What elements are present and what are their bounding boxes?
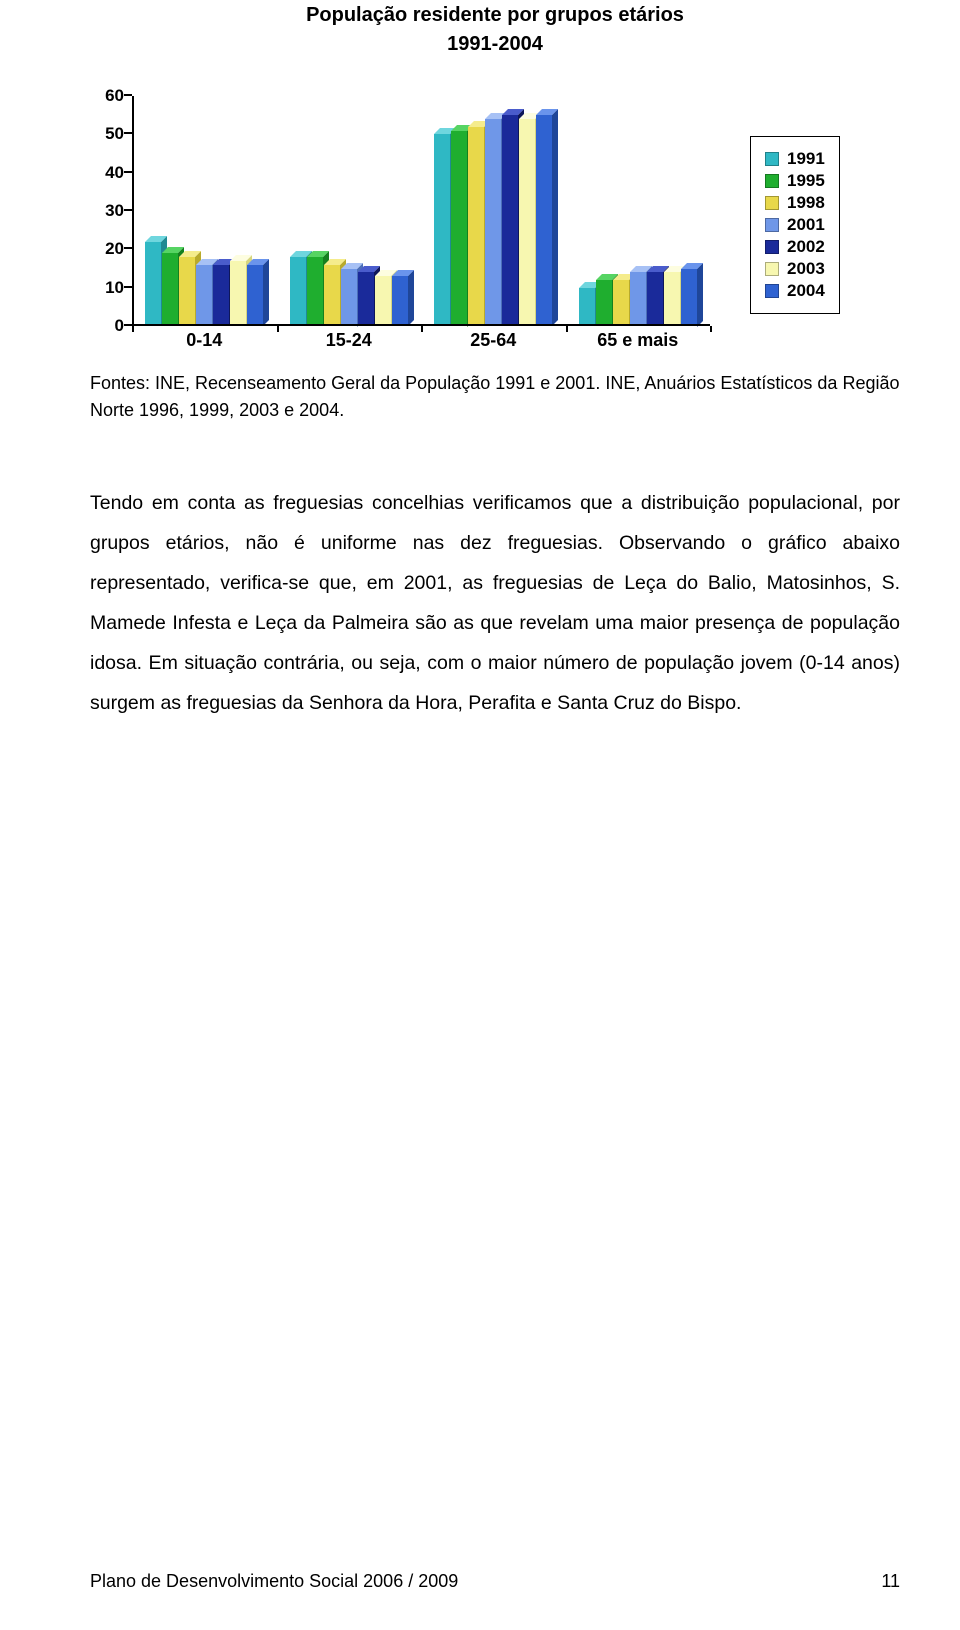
- bar-group: [566, 96, 711, 326]
- source-text: Fontes: INE, Recenseamento Geral da Popu…: [90, 370, 900, 424]
- footer-page-number: 11: [881, 1571, 900, 1592]
- bar: [468, 127, 484, 326]
- bar: [196, 265, 212, 326]
- chart-title: População residente por grupos etários: [90, 4, 900, 27]
- y-tick-mark: [124, 286, 132, 288]
- legend-label: 2004: [787, 281, 825, 301]
- bar: [392, 276, 408, 326]
- legend-label: 2001: [787, 215, 825, 235]
- chart-row: 0102030405060 0-1415-2425-6465 e mais 19…: [90, 96, 900, 356]
- bar: [358, 272, 374, 326]
- y-tick-mark: [124, 132, 132, 134]
- bar: [664, 272, 680, 326]
- bar: [681, 269, 697, 327]
- legend-swatch: [765, 174, 779, 188]
- chart-subtitle: 1991-2004: [90, 33, 900, 56]
- plot-area: [132, 96, 710, 326]
- legend-label: 2003: [787, 259, 825, 279]
- bar: [485, 119, 501, 326]
- y-tick-label: 40: [90, 163, 130, 183]
- legend-item: 1991: [765, 149, 825, 169]
- legend-swatch: [765, 240, 779, 254]
- bar-group: [421, 96, 566, 326]
- y-tick-mark: [124, 171, 132, 173]
- bar: [324, 265, 340, 326]
- bar: [502, 115, 518, 326]
- legend-swatch: [765, 262, 779, 276]
- bar: [307, 257, 323, 326]
- x-axis-label: 15-24: [277, 326, 422, 356]
- legend-item: 2002: [765, 237, 825, 257]
- bar: [596, 280, 612, 326]
- legend-label: 2002: [787, 237, 825, 257]
- legend-swatch: [765, 152, 779, 166]
- legend-label: 1998: [787, 193, 825, 213]
- legend: 1991199519982001200220032004: [750, 136, 840, 314]
- bar: [290, 257, 306, 326]
- y-tick-label: 30: [90, 201, 130, 221]
- legend-label: 1991: [787, 149, 825, 169]
- bar: [536, 115, 552, 326]
- y-tick-mark: [124, 209, 132, 211]
- bar: [162, 253, 178, 326]
- bar: [230, 261, 246, 326]
- bar: [451, 131, 467, 327]
- x-axis-label: 0-14: [132, 326, 277, 356]
- bar: [179, 257, 195, 326]
- y-tick-mark: [124, 324, 132, 326]
- y-tick-mark: [124, 94, 132, 96]
- bar: [341, 269, 357, 327]
- bar-group: [277, 96, 422, 326]
- y-axis: [132, 96, 134, 326]
- bar: [579, 288, 595, 326]
- legend-swatch: [765, 284, 779, 298]
- legend-item: 2003: [765, 259, 825, 279]
- y-tick-label: 10: [90, 278, 130, 298]
- bar: [630, 272, 646, 326]
- footer-left: Plano de Desenvolvimento Social 2006 / 2…: [90, 1571, 458, 1592]
- x-axis-label: 65 e mais: [566, 326, 711, 356]
- y-tick-mark: [124, 247, 132, 249]
- y-tick-label: 0: [90, 316, 130, 336]
- bar: [613, 280, 629, 326]
- body-paragraph: Tendo em conta as freguesias concelhias …: [90, 484, 900, 724]
- bar: [434, 134, 450, 326]
- chart-box: 0102030405060 0-1415-2425-6465 e mais: [90, 96, 710, 356]
- bar: [375, 276, 391, 326]
- bar: [647, 272, 663, 326]
- legend-swatch: [765, 218, 779, 232]
- bar: [247, 265, 263, 326]
- y-tick-label: 60: [90, 86, 130, 106]
- bar: [213, 265, 229, 326]
- legend-label: 1995: [787, 171, 825, 191]
- legend-swatch: [765, 196, 779, 210]
- bar: [145, 242, 161, 326]
- legend-item: 1995: [765, 171, 825, 191]
- y-tick-label: 20: [90, 239, 130, 259]
- x-axis-label: 25-64: [421, 326, 566, 356]
- legend-item: 2004: [765, 281, 825, 301]
- page-footer: Plano de Desenvolvimento Social 2006 / 2…: [90, 1571, 900, 1592]
- bar-group: [132, 96, 277, 326]
- legend-item: 1998: [765, 193, 825, 213]
- y-tick-label: 50: [90, 124, 130, 144]
- bar: [519, 119, 535, 326]
- legend-item: 2001: [765, 215, 825, 235]
